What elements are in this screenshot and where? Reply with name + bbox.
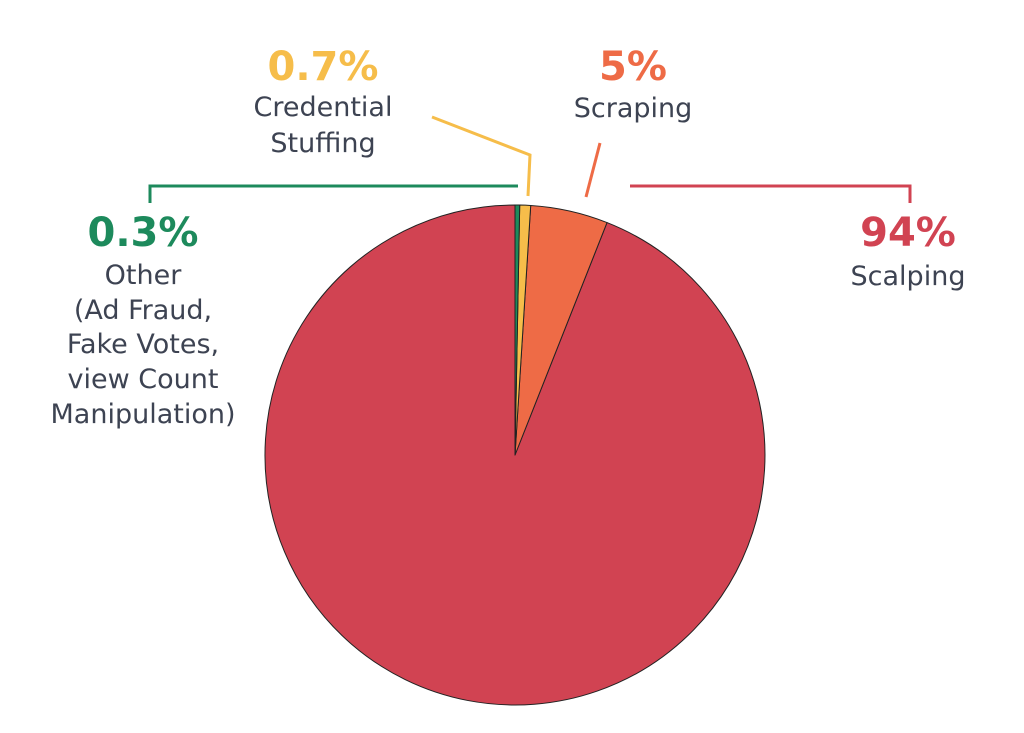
leader-line-other [148,184,518,203]
category-label-other-line-4: view Count [68,364,219,395]
category-label-credential-line-2: Stuffing [270,128,375,159]
category-label-credential-line-1: Credential [254,92,393,123]
label-scraping: 5% Scraping [574,44,693,124]
category-label-other-line-2: (Ad Fraud, [74,295,212,326]
value-label-scalping: 94% [860,210,956,256]
slice-other [514,204,521,456]
label-other: 0.3% Other (Ad Fraud, Fake Votes, view C… [50,210,235,430]
value-label-other: 0.3% [88,210,199,256]
leader-line-scraping [584,142,602,198]
label-credential-stuffing: 0.7% Credential Stuffing [254,44,393,159]
category-label-other-line-3: Fake Votes, [67,329,219,360]
category-label-scraping: Scraping [574,93,693,124]
category-label-scalping: Scalping [851,261,966,292]
leader-line-scalping [630,184,912,203]
value-label-scraping: 5% [599,44,667,90]
label-scalping: 94% Scalping [851,210,966,292]
category-label-other-line-1: Other [105,260,183,291]
leader-line-credential-stuffing [431,115,532,197]
pie-slices [264,204,766,706]
category-label-other-line-5: Manipulation) [50,399,235,430]
value-label-credential-stuffing: 0.7% [268,44,379,90]
leader-lines [148,115,912,203]
